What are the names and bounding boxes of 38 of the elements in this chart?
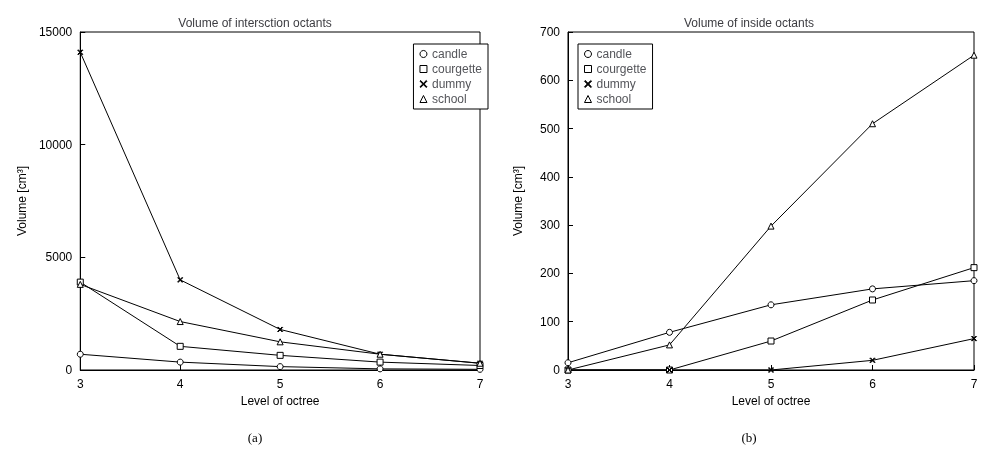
- x-tick-label: 4: [176, 377, 184, 391]
- y-tick-label: 700: [539, 25, 561, 39]
- chart-title: Volume of intersction octants: [178, 16, 332, 30]
- y-tick-label: 600: [539, 73, 561, 88]
- chart-title: Volume of inside octants: [683, 16, 815, 30]
- y-tick-label: 300: [539, 218, 561, 233]
- x-tick-label: 6: [869, 377, 877, 391]
- x-axis-title: Level of octree: [731, 393, 811, 408]
- y-axis-title: Volume [cm³]: [511, 165, 525, 237]
- legend-label: school: [596, 92, 632, 106]
- x-tick-label: 7: [476, 377, 484, 391]
- legend-label: candle: [431, 47, 468, 61]
- y-tick-label: 400: [539, 169, 561, 184]
- legend-label: courgette: [596, 62, 647, 76]
- y-tick-label: 500: [539, 121, 561, 136]
- text: (a): [247, 430, 263, 445]
- x-tick-label: 7: [970, 377, 978, 391]
- x-tick-label: 3: [564, 377, 572, 391]
- y-tick-label: 5000: [45, 250, 73, 265]
- legend-label: candle: [596, 47, 633, 61]
- text: (b): [741, 430, 757, 445]
- y-tick-label: 0: [65, 363, 73, 377]
- y-tick-label: 200: [539, 266, 561, 281]
- x-tick-label: 3: [76, 377, 84, 391]
- y-tick-label: 0: [553, 363, 561, 377]
- legend-label: school: [431, 92, 467, 106]
- y-tick-label: 100: [539, 314, 561, 329]
- y-tick-label: 10000: [38, 137, 73, 152]
- x-axis-title: Level of octree: [240, 393, 320, 408]
- x-tick-label: 5: [767, 377, 775, 391]
- x-tick-label: 6: [376, 377, 384, 391]
- x-tick-label: 5: [276, 377, 284, 391]
- y-axis-title: Volume [cm³]: [15, 165, 29, 237]
- legend-label: courgette: [431, 62, 483, 76]
- x-tick-label: 4: [666, 377, 674, 391]
- legend-label: dummy: [431, 77, 472, 91]
- legend-label: dummy: [596, 77, 636, 91]
- y-tick-label: 15000: [38, 25, 73, 39]
